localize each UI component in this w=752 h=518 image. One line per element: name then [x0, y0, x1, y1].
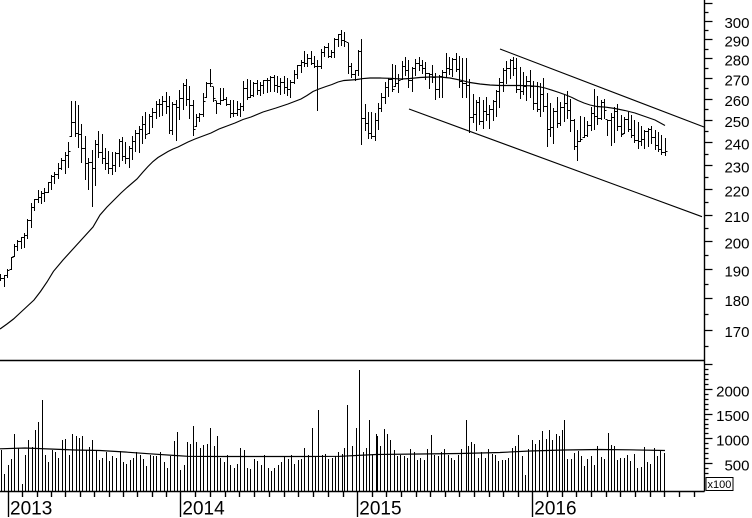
svg-text:2016: 2016 [534, 499, 576, 518]
svg-text:300: 300 [724, 15, 749, 32]
svg-text:x100: x100 [708, 479, 732, 491]
svg-text:180: 180 [724, 293, 749, 310]
svg-text:2013: 2013 [10, 499, 52, 518]
svg-text:250: 250 [724, 114, 749, 131]
svg-text:200: 200 [724, 236, 749, 253]
svg-text:270: 270 [724, 72, 749, 89]
svg-text:260: 260 [724, 93, 749, 110]
svg-text:190: 190 [724, 263, 749, 280]
svg-text:2015: 2015 [359, 499, 401, 518]
svg-text:2000: 2000 [716, 383, 749, 400]
svg-text:290: 290 [724, 34, 749, 51]
svg-text:220: 220 [724, 184, 749, 201]
svg-text:2014: 2014 [182, 499, 225, 518]
svg-text:210: 210 [724, 209, 749, 226]
svg-text:280: 280 [724, 53, 749, 70]
svg-text:230: 230 [724, 160, 749, 177]
svg-text:240: 240 [724, 136, 749, 153]
svg-text:170: 170 [724, 324, 749, 341]
svg-text:1500: 1500 [716, 408, 749, 425]
svg-text:1000: 1000 [716, 433, 749, 450]
svg-text:500: 500 [724, 457, 749, 474]
